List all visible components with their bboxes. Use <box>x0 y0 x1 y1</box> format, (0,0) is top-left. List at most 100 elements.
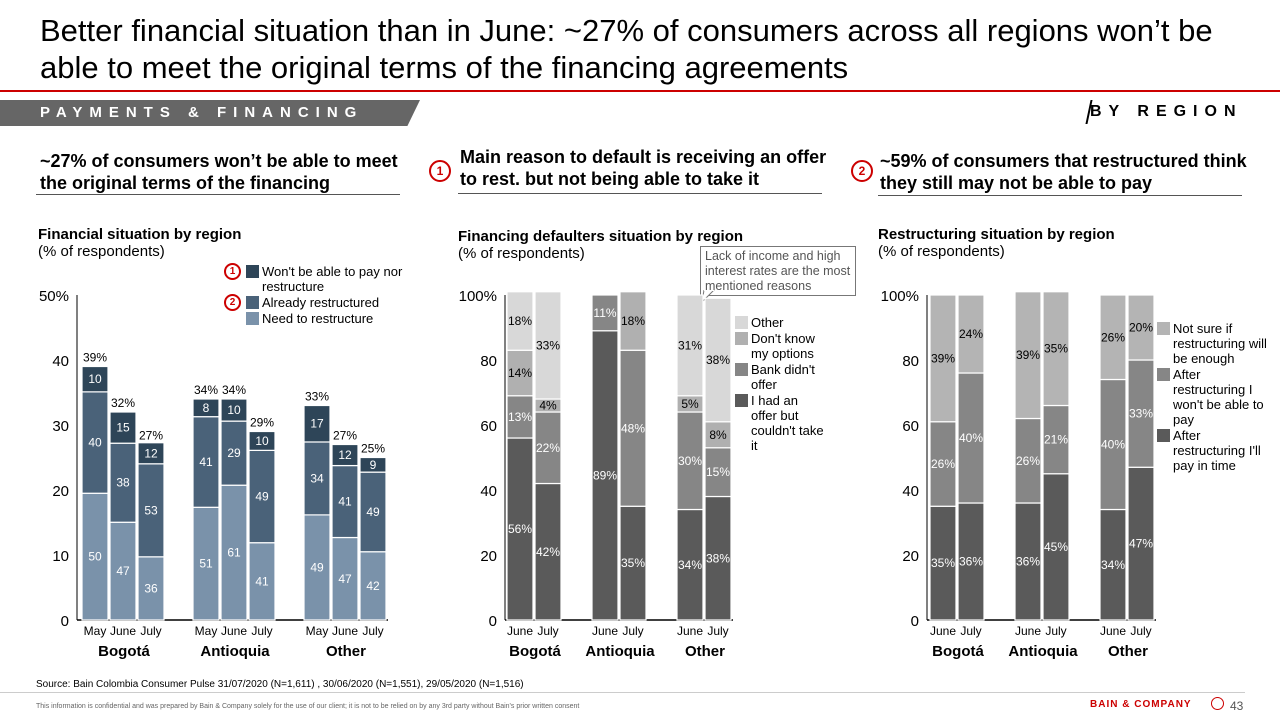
legend-swatch <box>1157 322 1170 335</box>
bar-segment-after-restructuring-i-ll-pay-in-time <box>1014 502 1042 621</box>
bar-segment-bank-didn-t-offer <box>619 349 647 507</box>
data-label: 45% <box>1044 540 1068 554</box>
bar-segment-don-t-know-my-options <box>704 421 732 449</box>
legend-item-after-restructuring-i-won-t-be-able-to-pay: After restructuring I won't be able to p… <box>1157 367 1267 427</box>
bar-segment-bank-didn-t-offer <box>534 411 562 485</box>
section-label: PAYMENTS & FINANCING <box>40 104 364 121</box>
bar-segment-after-restructuring-i-won-t-be-able-to-pay <box>1099 378 1127 511</box>
data-label: 35% <box>621 556 645 570</box>
data-label: 24% <box>959 327 983 341</box>
confidentiality-note: This information is confidential and was… <box>36 703 580 710</box>
x-tick-label: May <box>306 624 329 638</box>
data-label: 41 <box>255 574 269 588</box>
y-tick-label: 50% <box>39 288 69 305</box>
y-tick-label: 10 <box>52 548 69 565</box>
bar-segment-won-t-be-able-to-pay-nor-restructure <box>137 442 165 465</box>
section-banner <box>0 100 420 126</box>
data-label: 48% <box>621 421 645 435</box>
bar-segment-after-restructuring-i-ll-pay-in-time <box>957 502 985 621</box>
bar-segment-not-sure-if-restructuring-will-be-enough <box>1042 291 1070 407</box>
x-tick-label: June <box>1100 624 1126 638</box>
data-label: 36 <box>144 581 158 595</box>
y-tick-label: 20 <box>902 548 919 565</box>
bar-segment-not-sure-if-restructuring-will-be-enough <box>1099 294 1127 381</box>
x-tick-label: July <box>537 624 558 638</box>
data-label: 42 <box>366 579 380 593</box>
marker-2-icon: 2 <box>851 160 873 182</box>
y-tick-label: 40 <box>902 483 919 500</box>
y-tick-label: 60 <box>902 418 919 435</box>
bar-segment-don-t-know-my-options <box>619 291 647 351</box>
data-label: 22% <box>536 441 560 455</box>
slide-title: Better financial situation than in June:… <box>40 13 1213 85</box>
bar-segment-need-to-restructure <box>248 542 276 621</box>
x-tick-label: May <box>195 624 218 638</box>
data-label: 8 <box>203 401 210 415</box>
legend-item-don-t-know-my-options: Don't know my options <box>735 331 825 361</box>
legend-swatch <box>1157 368 1170 381</box>
bar-segment-need-to-restructure <box>109 521 137 621</box>
data-label: 26% <box>931 457 955 471</box>
data-label: 17 <box>310 417 324 431</box>
bar-segment-i-had-an-offer-but-couldn-t-take-it <box>704 495 732 621</box>
bar-segment-after-restructuring-i-ll-pay-in-time <box>1042 473 1070 621</box>
data-label: 38 <box>116 476 130 490</box>
data-label: 21% <box>1044 433 1068 447</box>
panel-2-heading: Main reason to default is receiving an o… <box>460 147 827 189</box>
data-label: 53 <box>144 503 158 517</box>
x-tick-label: July <box>1045 624 1066 638</box>
x-tick-label: May <box>84 624 107 638</box>
total-label: 32% <box>111 396 135 410</box>
chart-restructuring-situation: 0 20 40 60 80 100% 35% 26% 39% June 36% 40% 24% July B… <box>881 288 1156 660</box>
source-note: Source: Bain Colombia Consumer Pulse 31/… <box>36 679 524 690</box>
chart-1-subtitle: (% of respondents) <box>38 243 165 260</box>
data-label: 42% <box>536 545 560 559</box>
bar-segment-already-restructured <box>359 471 387 553</box>
legend-swatch <box>246 265 259 278</box>
legend-swatch <box>735 394 748 407</box>
y-tick-label: 100% <box>459 288 497 305</box>
bar-segment-already-restructured <box>248 449 276 544</box>
x-tick-label: June <box>332 624 358 638</box>
data-label: 35% <box>931 556 955 570</box>
data-label: 13% <box>508 410 532 424</box>
chart-financial-situation: 0 10 20 30 40 50% 50 40 10 39% May 47 38 15 32% June 36 5… <box>39 288 388 660</box>
chart-defaulters-situation: 0 20 40 60 80 100% 56% 13% 14% 18% June 42% 22% 4% 33%… <box>459 288 733 660</box>
y-tick-label: 100% <box>881 288 919 305</box>
bar-segment-i-had-an-offer-but-couldn-t-take-it <box>676 508 704 621</box>
total-label: 39% <box>83 351 107 365</box>
legend-item-other: Other <box>735 315 825 330</box>
bar-segment-need-to-restructure <box>220 484 248 621</box>
data-label: 41 <box>199 455 213 469</box>
x-tick-label: July <box>707 624 728 638</box>
bar-segment-after-restructuring-i-won-t-be-able-to-pay <box>1127 359 1155 468</box>
data-label: 38% <box>706 551 730 565</box>
data-label: 34% <box>1101 558 1125 572</box>
data-label: 51 <box>199 557 213 571</box>
legend-item-i-had-an-offer-but-couldn-t-take-it: I had an offer but couldn't take it <box>735 393 825 453</box>
legend-item-not-sure-if-restructuring-will-be-enough: Not sure if restructuring will be enough <box>1157 321 1267 366</box>
data-label: 40 <box>88 436 102 450</box>
data-label: 26% <box>1016 454 1040 468</box>
chart-2-legend: Other Don't know my options Bank didn't of… <box>735 315 825 454</box>
data-label: 38% <box>706 353 730 367</box>
legend-item-after-restructuring-i-ll-pay-in-time: After restructuring I'll pay in time <box>1157 428 1267 473</box>
panel-3-heading: ~59% of consumers that restructured thin… <box>880 151 1247 193</box>
bar-segment-won-t-be-able-to-pay-nor-restructure <box>109 411 137 444</box>
x-tick-label: July <box>251 624 272 638</box>
data-label: 47 <box>338 572 352 586</box>
bar-segment-other <box>676 294 704 397</box>
y-tick-label: 0 <box>911 613 919 630</box>
chart-1-legend: 1 Won't be able to pay nor restructure 2 Al… <box>224 263 416 327</box>
marker-1-icon: 1 <box>429 160 451 182</box>
data-label: 29 <box>227 446 241 460</box>
legend-label: Already restructured <box>262 295 380 310</box>
title-divider <box>0 90 1280 92</box>
brand-icon <box>1211 697 1224 710</box>
legend-swatch <box>1157 429 1170 442</box>
bar-segment-other <box>534 291 562 400</box>
bar-segment-need-to-restructure <box>192 506 220 621</box>
group-label: Bogotá <box>98 643 150 660</box>
x-tick-label: June <box>221 624 247 638</box>
total-label: 25% <box>361 442 385 456</box>
